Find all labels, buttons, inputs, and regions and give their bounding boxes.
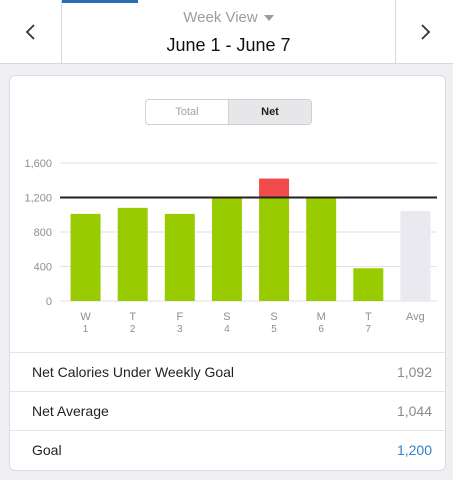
- average-bar: [400, 210, 431, 301]
- y-tick-label: 400: [34, 262, 52, 274]
- stat-row-under-goal: Net Calories Under Weekly Goal 1,092: [10, 352, 445, 391]
- tab-net[interactable]: Net: [229, 100, 311, 124]
- x-tick-label: Avg: [406, 311, 425, 323]
- goal-value-link[interactable]: 1,200: [396, 442, 432, 458]
- x-tick-sublabel: 3: [177, 324, 183, 335]
- stat-value: 1,044: [396, 403, 432, 419]
- y-tick-label: 800: [34, 227, 52, 239]
- total-net-toggle: Total Net: [145, 99, 312, 125]
- bar: [306, 197, 337, 301]
- x-tick-sublabel: 5: [271, 324, 277, 335]
- x-tick-sublabel: 7: [366, 324, 372, 335]
- bar-over-goal: [259, 178, 290, 198]
- x-tick-label: M: [317, 311, 326, 323]
- x-tick-sublabel: 1: [83, 324, 89, 335]
- chevron-left-icon: [25, 24, 35, 40]
- x-tick-label: S: [270, 311, 277, 323]
- x-tick-label: W: [80, 311, 91, 323]
- bar: [164, 213, 195, 301]
- net-calories-chart: 0 400 800 1,200 1,600 W 1 T 2 F 3 S 4 S 5 M 6 T 7 Avg: [10, 146, 445, 346]
- bar: [259, 197, 290, 301]
- stat-row-goal[interactable]: Goal 1,200: [10, 430, 445, 469]
- stat-label: Net Calories Under Weekly Goal: [32, 364, 235, 380]
- x-tick-label: S: [223, 311, 230, 323]
- caret-down-icon: [263, 14, 274, 21]
- y-tick-label: 1,200: [24, 193, 52, 205]
- previous-week-button[interactable]: [0, 0, 62, 64]
- stat-label: Net Average: [32, 403, 109, 419]
- y-tick-label: 0: [46, 296, 52, 308]
- x-tick-label: F: [176, 311, 183, 323]
- x-tick-sublabel: 4: [224, 324, 230, 335]
- x-tick-sublabel: 2: [130, 324, 136, 335]
- x-tick-label: T: [129, 311, 136, 323]
- view-mode-dropdown[interactable]: Week View: [183, 9, 274, 26]
- y-tick-label: 1,600: [24, 158, 52, 170]
- header-bar: Week View June 1 - June 7: [0, 0, 453, 64]
- view-mode-label: Week View: [183, 9, 258, 26]
- stats-list: Net Calories Under Weekly Goal 1,092 Net…: [10, 352, 445, 469]
- date-range-title: June 1 - June 7: [166, 35, 291, 55]
- active-tab-indicator: [62, 0, 138, 3]
- bar: [353, 268, 384, 301]
- stat-label: Goal: [32, 442, 62, 458]
- bar: [70, 213, 101, 301]
- weekly-summary-card: Total Net 0 400 800 1,200 1,600 W 1 T 2 F 3 S 4 S 5 M 6 T…: [9, 75, 446, 471]
- stat-value: 1,092: [396, 364, 432, 380]
- x-tick-label: T: [365, 311, 372, 323]
- stat-row-net-average: Net Average 1,044: [10, 391, 445, 430]
- date-title-block: Week View June 1 - June 7: [62, 0, 395, 64]
- x-tick-sublabel: 6: [318, 324, 324, 335]
- bar: [211, 197, 242, 301]
- next-week-button[interactable]: [395, 0, 453, 64]
- chevron-right-icon: [420, 24, 430, 40]
- bar: [117, 207, 148, 301]
- tab-total[interactable]: Total: [146, 100, 229, 124]
